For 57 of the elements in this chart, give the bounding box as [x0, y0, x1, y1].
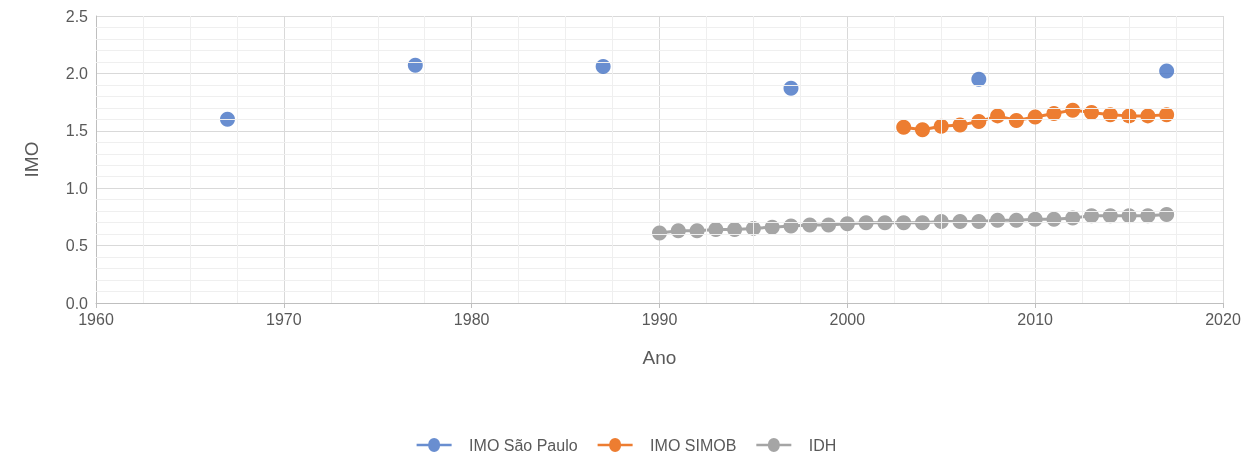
y-tick-label: 2.5 [65, 7, 89, 25]
y-tick-label: 1.5 [65, 122, 89, 140]
point [1065, 102, 1081, 118]
point [407, 57, 423, 73]
point [877, 215, 893, 231]
point [670, 223, 686, 239]
x-tick-label: 2020 [1205, 310, 1241, 328]
point [727, 222, 743, 238]
point [971, 71, 987, 87]
point [220, 111, 235, 127]
point [1159, 207, 1175, 223]
x-tick-label: 1990 [641, 310, 678, 328]
legend-label: IMO São Paulo [469, 436, 578, 454]
y-tick-label: 2.0 [65, 64, 89, 82]
x-tick-label: 2010 [1017, 310, 1054, 328]
point [595, 59, 611, 75]
point [783, 80, 799, 96]
point [1046, 211, 1062, 227]
point [1008, 212, 1024, 228]
point [764, 219, 780, 235]
point [652, 225, 667, 241]
point [802, 217, 818, 233]
x-tick-label: 2000 [829, 310, 866, 328]
legend-label: IDH [808, 436, 837, 454]
point [1140, 208, 1156, 224]
legend-label: IMO SIMOB [650, 436, 737, 454]
y-tick-label: 0.0 [65, 294, 89, 312]
x-tick-label: 1960 [78, 310, 114, 328]
point [821, 217, 837, 233]
point [1159, 63, 1175, 79]
point [1008, 112, 1024, 128]
point [1140, 108, 1156, 124]
point [971, 114, 987, 130]
point [952, 117, 968, 133]
point [914, 215, 930, 231]
point [971, 214, 987, 229]
point [783, 218, 799, 234]
point [952, 214, 968, 229]
point [1027, 211, 1043, 227]
point [708, 222, 724, 238]
point [1084, 104, 1100, 120]
point [1027, 109, 1043, 125]
point [896, 119, 912, 135]
x-tick-label: 1970 [266, 310, 302, 328]
y-tick-label: 0.5 [65, 237, 89, 255]
point [858, 215, 874, 231]
point [689, 223, 705, 239]
point [896, 215, 912, 231]
x-tick-label: 1980 [453, 310, 490, 328]
point [990, 212, 1006, 228]
point [990, 108, 1006, 124]
point [839, 216, 855, 232]
y-axis-title: IMO [21, 141, 42, 178]
y-tick-label: 1.0 [65, 179, 89, 197]
x-axis-title: Ano [642, 347, 677, 368]
point [1159, 107, 1175, 123]
point [914, 122, 930, 138]
